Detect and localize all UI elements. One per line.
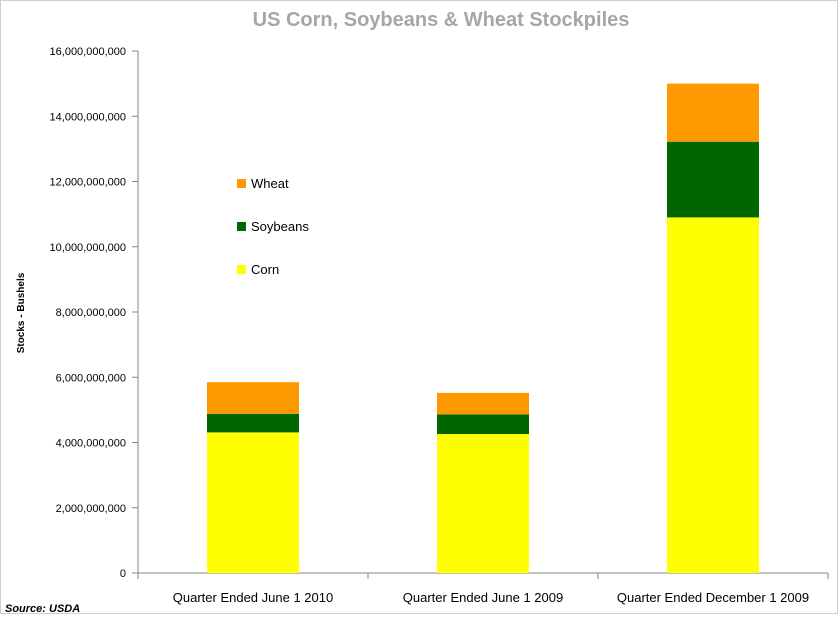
y-tick-label: 14,000,000,000 bbox=[50, 111, 126, 123]
y-axis-label: Stocks - Bushels bbox=[16, 272, 27, 353]
y-tick-label: 0 bbox=[120, 568, 126, 580]
bar-wheat-1 bbox=[207, 382, 299, 414]
bar-soybeans-1 bbox=[207, 413, 299, 433]
y-tick-label: 8,000,000,000 bbox=[56, 307, 126, 319]
bar-corn-1 bbox=[207, 432, 299, 573]
x-tick-label: Quarter Ended June 1 2009 bbox=[403, 590, 563, 605]
bar-corn-2 bbox=[437, 434, 529, 573]
legend-label-wheat: Wheat bbox=[251, 176, 289, 191]
bar-soybeans-3 bbox=[667, 141, 759, 218]
bar-wheat-3 bbox=[667, 83, 759, 142]
y-tick-label: 2,000,000,000 bbox=[56, 503, 126, 515]
legend-label-corn: Corn bbox=[251, 262, 279, 277]
x-tick-label: Quarter Ended December 1 2009 bbox=[617, 590, 809, 605]
y-tick-label: 12,000,000,000 bbox=[50, 177, 126, 189]
legend-label-soybeans: Soybeans bbox=[251, 219, 309, 234]
source-note: Source: USDA bbox=[5, 603, 80, 615]
legend-swatch-corn bbox=[237, 265, 246, 274]
chart-title: US Corn, Soybeans & Wheat Stockpiles bbox=[253, 9, 630, 31]
x-tick-label: Quarter Ended June 1 2010 bbox=[173, 590, 333, 605]
y-tick-label: 10,000,000,000 bbox=[50, 242, 126, 254]
legend-swatch-wheat bbox=[237, 179, 246, 188]
bar-corn-3 bbox=[667, 217, 759, 573]
plot-area: 0 2,000,000,000 4,000,000,000 6,000,000,000… bbox=[50, 46, 829, 605]
legend-swatch-soybeans bbox=[237, 222, 246, 231]
y-tick-label: 4,000,000,000 bbox=[56, 438, 126, 450]
bar-soybeans-2 bbox=[437, 414, 529, 435]
y-tick-label: 16,000,000,000 bbox=[50, 46, 126, 58]
bar-wheat-2 bbox=[437, 392, 529, 415]
y-tick-label: 6,000,000,000 bbox=[56, 372, 126, 384]
